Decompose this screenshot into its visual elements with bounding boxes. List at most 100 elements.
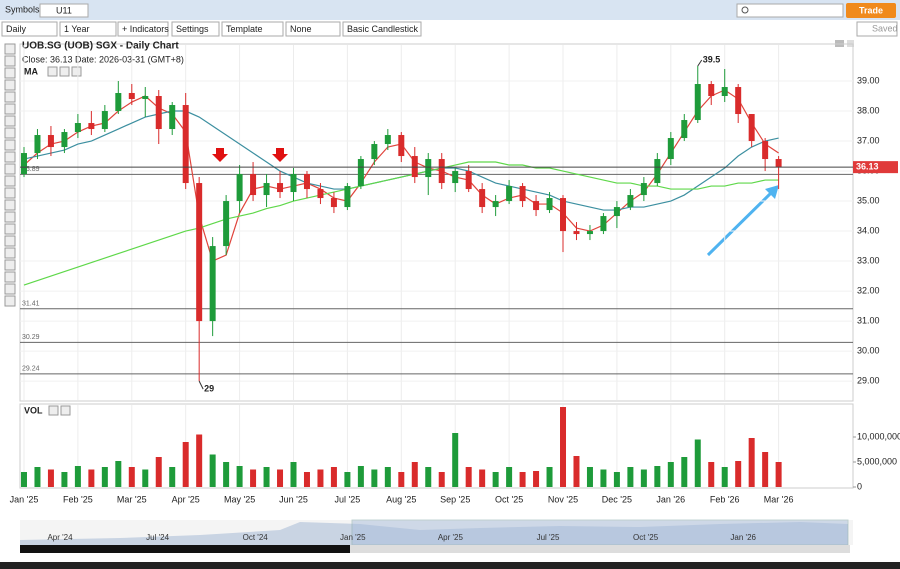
tool-icon[interactable] — [4, 211, 16, 223]
ma-close[interactable] — [71, 66, 82, 77]
dropdown-label: Template — [226, 24, 263, 34]
moving-average — [23, 161, 779, 286]
last-price-label: 36.13 — [856, 162, 879, 172]
tool-icon[interactable] — [4, 151, 16, 163]
volume-bar — [263, 467, 270, 487]
x-tick-label: Jan '26 — [656, 494, 685, 504]
tool-icon[interactable] — [4, 295, 16, 307]
candle-body — [479, 189, 486, 208]
volume-panel — [19, 403, 854, 489]
volume-bar — [640, 469, 647, 487]
tool-icon[interactable] — [4, 199, 16, 211]
navigator-label: Apr '24 — [47, 533, 73, 542]
volume-bar — [236, 466, 243, 487]
tool-icon[interactable] — [4, 91, 16, 103]
volume-bar — [128, 467, 135, 487]
candle-body — [209, 246, 216, 322]
volume-bar — [290, 462, 297, 487]
ma-edit[interactable] — [47, 66, 58, 77]
tool-icon[interactable] — [4, 247, 16, 259]
navigator-scroll[interactable] — [20, 545, 350, 553]
volume-bar — [223, 462, 230, 487]
vol-settings[interactable] — [48, 405, 59, 416]
x-tick-label: Nov '25 — [548, 494, 578, 504]
volume-bar — [560, 407, 567, 487]
y-tick-label: 35.00 — [857, 195, 880, 205]
y-tick-label: 5,000,000 — [857, 456, 897, 466]
candle-body — [303, 174, 310, 190]
vol-close[interactable] — [60, 405, 71, 416]
volume-bar — [654, 466, 661, 487]
y-tick-label: 32.00 — [857, 285, 880, 295]
dropdown-label: + Indicators — [122, 24, 169, 34]
dropdown[interactable] — [59, 21, 117, 37]
y-tick-label: 29.00 — [857, 375, 880, 385]
ma-settings[interactable] — [59, 66, 70, 77]
candle-body — [775, 159, 782, 168]
candle-body — [155, 96, 162, 130]
dropdown[interactable] — [285, 21, 341, 37]
annotation-line — [198, 380, 204, 390]
tool-icon[interactable] — [4, 235, 16, 247]
trade-button[interactable] — [846, 3, 896, 18]
candle-body — [533, 201, 540, 211]
candle-body — [546, 198, 553, 211]
volume-bar — [681, 457, 688, 487]
dropdown[interactable] — [221, 21, 284, 37]
dropdown-label: 1 Year — [64, 24, 90, 34]
candle-body — [101, 111, 108, 130]
tool-icon[interactable] — [4, 283, 16, 295]
candle-body — [142, 96, 149, 100]
tool-icon[interactable] — [4, 271, 16, 283]
volume-bar — [47, 469, 54, 487]
candle-body — [681, 120, 688, 139]
dropdown[interactable] — [342, 21, 422, 37]
volume-bar — [627, 467, 634, 487]
tool-icon[interactable] — [4, 67, 16, 79]
volume-bar — [425, 467, 432, 487]
y-tick-label: 38.00 — [857, 105, 880, 115]
tool-icon[interactable] — [4, 259, 16, 271]
candle-body — [425, 159, 432, 178]
volume-bar — [196, 434, 203, 487]
dropdown-label: Settings — [176, 24, 209, 34]
search-box[interactable] — [736, 3, 844, 18]
tool-icon[interactable] — [4, 175, 16, 187]
tool-icon[interactable] — [4, 115, 16, 127]
symbol-input[interactable] — [39, 3, 89, 18]
y-tick-label: 37.00 — [857, 135, 880, 145]
tool-icon[interactable] — [4, 43, 16, 55]
candle-body — [236, 174, 243, 202]
volume-bar — [115, 461, 122, 487]
dropdown[interactable] — [171, 21, 220, 37]
volume-bar — [748, 438, 755, 487]
tool-icon[interactable] — [4, 127, 16, 139]
volume-bar — [61, 472, 68, 487]
volume-bar — [209, 454, 216, 487]
saved-button[interactable] — [856, 21, 898, 37]
volume-bar — [303, 472, 310, 487]
level-label: 35.89 — [22, 166, 40, 173]
tool-icon[interactable] — [4, 187, 16, 199]
tool-icon[interactable] — [4, 163, 16, 175]
volume-bar — [182, 442, 189, 487]
candle-body — [465, 171, 472, 190]
navigator-thumb[interactable] — [350, 545, 850, 553]
volume-bar — [506, 467, 513, 487]
navigator-label: Apr '25 — [438, 533, 464, 542]
tool-icon[interactable] — [4, 139, 16, 151]
dropdown[interactable] — [1, 21, 58, 37]
volume-bar — [20, 472, 27, 487]
tool-icon[interactable] — [4, 79, 16, 91]
navigator-window[interactable] — [351, 519, 849, 546]
x-tick-label: Aug '25 — [386, 494, 416, 504]
volume-bar — [519, 472, 526, 487]
dropdown[interactable] — [117, 21, 169, 37]
volume-bar — [357, 466, 364, 487]
tool-icon[interactable] — [4, 223, 16, 235]
candle-body — [371, 144, 378, 160]
navigator-label: Oct '24 — [243, 533, 269, 542]
annotation-line — [697, 59, 703, 67]
tool-icon[interactable] — [4, 55, 16, 67]
tool-icon[interactable] — [4, 103, 16, 115]
